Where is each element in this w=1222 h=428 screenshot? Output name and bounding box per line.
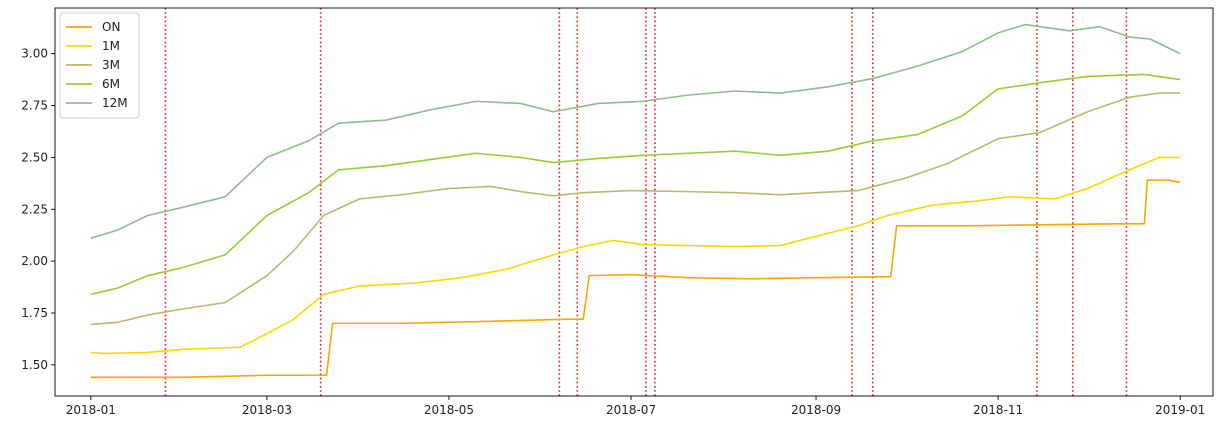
series-line-1m — [90, 156, 1181, 355]
legend-label: 12M — [102, 96, 128, 110]
event-lines — [164, 8, 1128, 396]
y-tick-label: 3.00 — [21, 47, 48, 61]
legend: ON 1M 3M 6M 12M — [59, 12, 140, 119]
series-line-6m — [90, 73, 1181, 296]
legend-box — [59, 12, 140, 119]
series-line-12m — [90, 23, 1181, 240]
y-tick-label: 2.00 — [21, 254, 48, 268]
x-tick-label: 2018-11 — [973, 403, 1023, 417]
legend-label: 6M — [102, 77, 120, 91]
series-lines — [90, 23, 1181, 379]
legend-label: 1M — [102, 39, 120, 53]
legend-label: ON — [102, 20, 120, 34]
x-tick-label: 2018-05 — [424, 403, 474, 417]
series-line-on — [90, 179, 1181, 379]
y-tick-label: 2.25 — [21, 202, 48, 216]
legend-label: 3M — [102, 58, 120, 72]
y-tick-label: 1.50 — [21, 358, 48, 372]
x-tick-label: 2019-01 — [1155, 403, 1205, 417]
y-tick-label: 1.75 — [21, 306, 48, 320]
x-tick-label: 2018-07 — [606, 403, 656, 417]
axes: 2018-01 2018-03 2018-05 2018-07 2018-09 2018-… — [21, 7, 1214, 417]
x-tick-label: 2018-03 — [242, 403, 292, 417]
y-tick-label: 2.50 — [21, 150, 48, 164]
plot-frame — [54, 7, 1214, 397]
x-tick-label: 2018-01 — [66, 403, 116, 417]
x-tick-label: 2018-09 — [791, 403, 841, 417]
y-tick-label: 2.75 — [21, 99, 48, 113]
series-line-3m — [90, 92, 1181, 326]
